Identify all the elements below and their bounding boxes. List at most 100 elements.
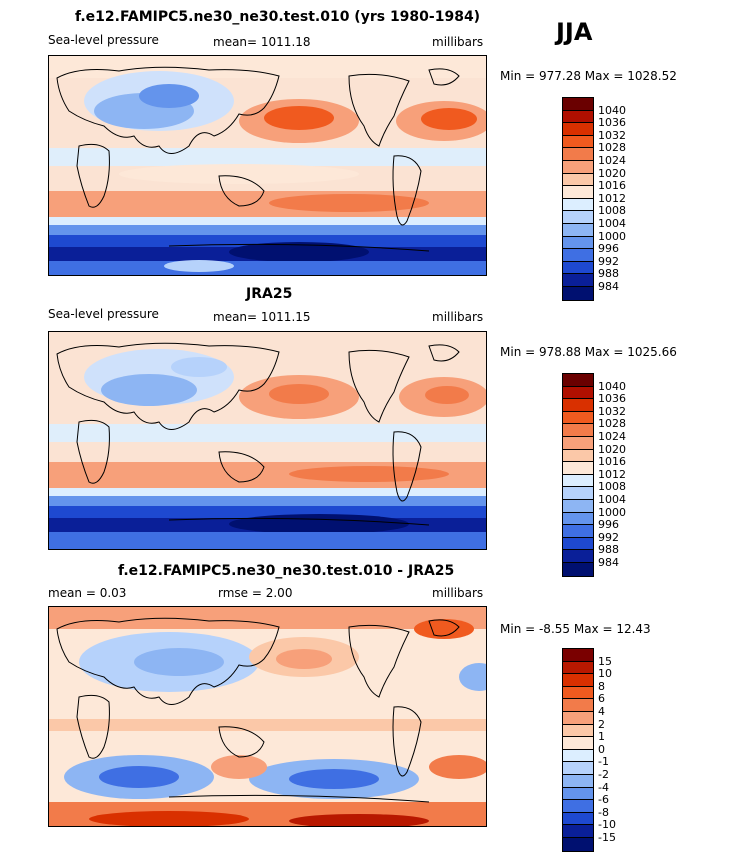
panel-3-map-plot (49, 607, 486, 826)
colorbar-swatch (563, 499, 593, 513)
colorbar-level-label: 1040 (598, 103, 626, 117)
colorbar-swatch (563, 462, 593, 475)
colorbar-level-label: 1012 (598, 191, 626, 205)
panel-1-mean-label: mean= 1011.18 (213, 35, 311, 49)
colorbar-level-label: 1000 (598, 229, 626, 243)
colorbar-swatch (563, 837, 593, 851)
panel-2-map (48, 331, 487, 550)
panel-2-title: JRA25 (246, 286, 293, 302)
colorbar-swatch (563, 110, 593, 124)
colorbar-swatch (563, 449, 593, 463)
colorbar-swatch (563, 661, 593, 675)
colorbar-level-label: 1028 (598, 417, 626, 431)
panel-3-colorbar (562, 648, 594, 852)
colorbar-level-label: 984 (598, 556, 619, 569)
colorbar-level-label: 1020 (598, 166, 626, 180)
colorbar-swatch (563, 261, 593, 275)
colorbar-level-label: 1028 (598, 141, 626, 155)
colorbar-level-label: 988 (598, 267, 619, 281)
panel-1-units-label: millibars (432, 35, 484, 49)
colorbar-level-label: 1036 (598, 392, 626, 406)
colorbar-swatch (563, 436, 593, 450)
colorbar-swatch (563, 487, 593, 500)
colorbar-level-label: 6 (598, 692, 605, 706)
colorbar-level-label: 1032 (598, 128, 626, 142)
colorbar-level-label: 8 (598, 679, 605, 693)
colorbar-level-label: 1024 (598, 154, 626, 167)
colorbar-level-label: -4 (598, 780, 609, 794)
colorbar-swatch (563, 512, 593, 526)
colorbar-level-label: -8 (598, 805, 609, 819)
colorbar-level-label: 0 (598, 742, 605, 756)
colorbar-level-label: 1016 (598, 179, 626, 193)
colorbar-level-label: 10 (598, 667, 612, 681)
colorbar-level-label: -6 (598, 793, 609, 807)
colorbar-level-label: 1000 (598, 505, 626, 519)
colorbar-swatch (563, 724, 593, 738)
colorbar-swatch (563, 399, 593, 412)
panel-2-colorbar (562, 373, 594, 577)
colorbar-level-label: -2 (598, 768, 609, 781)
colorbar-swatch (563, 825, 593, 838)
colorbar-swatch (563, 198, 593, 212)
colorbar-swatch (563, 424, 593, 437)
colorbar-level-label: -1 (598, 755, 609, 769)
colorbar-swatch (563, 699, 593, 712)
colorbar-swatch (563, 562, 593, 576)
colorbar-level-label: 1024 (598, 430, 626, 443)
colorbar-swatch (563, 249, 593, 262)
colorbar-level-label: 1004 (598, 493, 626, 506)
colorbar-swatch (563, 173, 593, 187)
panel-3-map (48, 606, 487, 827)
colorbar-level-label: 1040 (598, 379, 626, 393)
colorbar-swatch (563, 286, 593, 300)
colorbar-level-label: 4 (598, 705, 605, 718)
colorbar-level-label: -15 (598, 831, 616, 844)
colorbar-swatch (563, 800, 593, 813)
colorbar-level-label: 992 (598, 254, 619, 268)
colorbar-swatch (563, 737, 593, 750)
panel-1-minmax-label: Min = 977.28 Max = 1028.52 (500, 69, 677, 83)
panel-1-colorbar (562, 97, 594, 301)
panel-3-units-label: millibars (432, 586, 484, 600)
colorbar-level-label: 996 (598, 518, 619, 532)
colorbar-level-label: 2 (598, 717, 605, 731)
colorbar-level-label: 992 (598, 530, 619, 544)
colorbar-swatch (563, 223, 593, 237)
colorbar-swatch (563, 774, 593, 788)
colorbar-level-label: 15 (598, 654, 612, 668)
colorbar-swatch (563, 123, 593, 136)
colorbar-swatch (563, 525, 593, 538)
colorbar-level-label: 1016 (598, 455, 626, 469)
colorbar-level-label: 1032 (598, 404, 626, 418)
colorbar-swatch (563, 749, 593, 763)
colorbar-swatch (563, 386, 593, 400)
colorbar-swatch (563, 812, 593, 826)
colorbar-swatch (563, 148, 593, 161)
panel-2-mean-label: mean= 1011.15 (213, 310, 311, 324)
colorbar-level-label: 1004 (598, 217, 626, 230)
season-label: JJA (556, 18, 593, 46)
colorbar-swatch (563, 186, 593, 199)
colorbar-swatch (563, 374, 593, 387)
panel-3-mean-label: mean = 0.03 (48, 586, 127, 600)
colorbar-level-label: 1008 (598, 204, 626, 218)
colorbar-swatch (563, 649, 593, 662)
panel-2-field-label: Sea-level pressure (48, 307, 159, 321)
panel-1-map-plot (49, 56, 486, 275)
colorbar-swatch (563, 135, 593, 149)
colorbar-level-label: -10 (598, 818, 616, 832)
panel-2-units-label: millibars (432, 310, 484, 324)
panel-3-minmax-label: Min = -8.55 Max = 12.43 (500, 622, 651, 636)
colorbar-swatch (563, 274, 593, 287)
colorbar-level-label: 1 (598, 730, 605, 744)
colorbar-swatch (563, 474, 593, 488)
panel-3-rmse-label: rmse = 2.00 (218, 586, 293, 600)
colorbar-swatch (563, 236, 593, 250)
colorbar-swatch (563, 787, 593, 801)
colorbar-level-label: 984 (598, 280, 619, 293)
panel-3-title: f.e12.FAMIPC5.ne30_ne30.test.010 - JRA25 (118, 563, 455, 579)
colorbar-swatch (563, 550, 593, 563)
colorbar-swatch (563, 686, 593, 700)
colorbar-level-label: 996 (598, 242, 619, 256)
